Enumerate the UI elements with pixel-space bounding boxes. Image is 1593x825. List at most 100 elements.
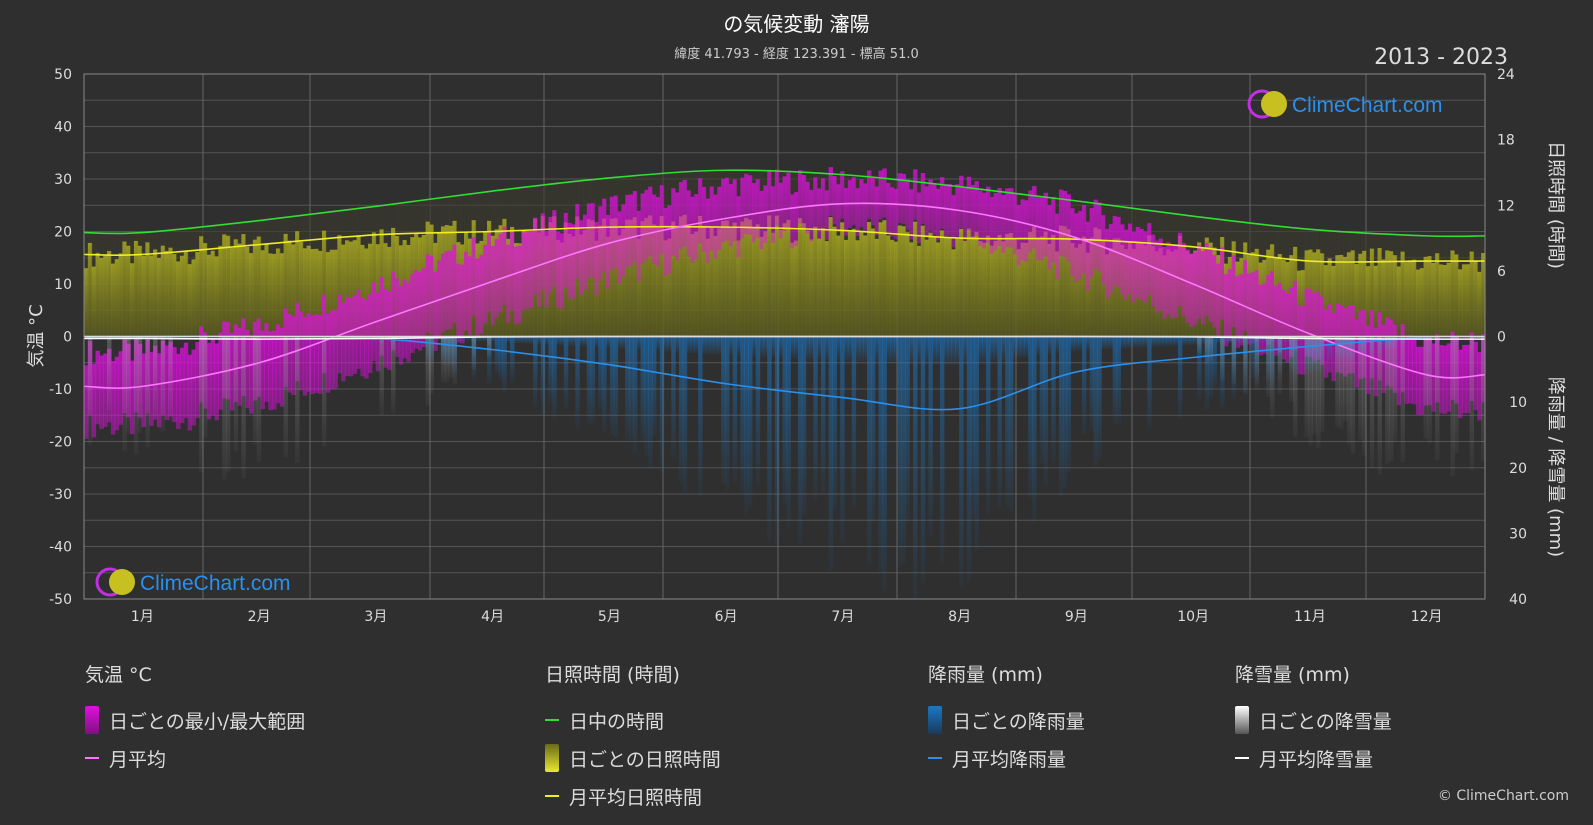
legend-label: 日中の時間 [569, 710, 665, 733]
rain-bar [870, 336, 876, 524]
sunshine-bar [199, 236, 204, 337]
temperature-range-bar [406, 282, 411, 362]
sunshine-bar [1396, 266, 1402, 337]
temperature-range-bar [421, 268, 427, 348]
temperature-range-bar [552, 210, 557, 287]
sunshine-bar [1116, 238, 1121, 337]
sunshine-bar [713, 235, 718, 337]
rain-bar [1177, 336, 1183, 419]
temperature-range-bar [110, 361, 116, 435]
rain-bar [629, 336, 634, 442]
temperature-range-bar [1197, 245, 1202, 319]
temperature-range-bar [897, 173, 903, 224]
logo-sun-icon [109, 569, 135, 595]
line-swatch-icon [85, 757, 99, 759]
temperature-range-bar [375, 292, 381, 372]
temperature-range-bar [1316, 291, 1321, 360]
snow-bar [145, 336, 150, 448]
temperature-range-bar [1415, 346, 1421, 416]
temperature-range-bar [1465, 344, 1471, 414]
temperature-range-bar [797, 170, 803, 224]
temperature-range-bar [444, 251, 450, 330]
temperature-range-bar [1185, 249, 1191, 323]
temperature-range-bar [417, 271, 423, 351]
temperature-range-bar [755, 179, 761, 239]
rain-bar [1216, 336, 1221, 344]
snow-bar [425, 336, 431, 406]
sunshine-bar [252, 239, 258, 337]
snow-bar [1316, 336, 1321, 449]
temperature-range-bar [275, 324, 281, 404]
legend-label: 日ごとの降雨量 [952, 710, 1085, 733]
temperature-range-bar [966, 176, 972, 231]
rain-bar [525, 336, 530, 344]
sunshine-bar [828, 217, 834, 337]
temperature-range-bar [1212, 255, 1217, 328]
sunshine-bar [164, 250, 170, 337]
sunshine-bar [997, 234, 1002, 337]
sunshine-bar [744, 217, 749, 337]
temperature-range-bar [701, 186, 707, 252]
sunshine-bar [636, 238, 642, 337]
rain-bar [636, 336, 642, 350]
y2-tick-label: 18 [1497, 133, 1515, 149]
sunshine-bar [1020, 242, 1025, 337]
snow-bar [1197, 336, 1202, 354]
rain-bar [740, 336, 745, 493]
sunshine-bar [87, 242, 93, 337]
rain-bar [728, 336, 734, 356]
sunshine-bar [1469, 251, 1475, 337]
y3-tick-label: 40 [1509, 592, 1527, 608]
temperature-range-bar [813, 177, 818, 229]
sunshine-bar [890, 239, 895, 337]
y-tick-label: 10 [54, 277, 72, 293]
chart-title: の気候変動 瀋陽 [723, 12, 870, 36]
temperature-range-bar [1097, 202, 1102, 272]
temperature-range-bar [559, 233, 565, 309]
rain-bar [1058, 336, 1064, 497]
watermark-top-right: ClimeChart.com [1247, 89, 1443, 119]
rain-bar [690, 336, 695, 354]
line-swatch-icon [545, 795, 559, 797]
rain-bar [571, 336, 576, 346]
rain-bar [1373, 336, 1379, 339]
temperature-range-bar [778, 182, 784, 239]
sunshine-bar [337, 235, 342, 337]
rain-bar [456, 336, 461, 341]
rain-bar [928, 336, 933, 537]
sunshine-bar [867, 222, 872, 337]
temperature-range-bar [678, 182, 684, 250]
rain-bar [1366, 336, 1371, 339]
temperature-range-bar [1227, 269, 1233, 342]
rain-bar [1135, 336, 1141, 348]
legend-temperature: 気温 °C 日ごとの最小/最大範囲 月平均 [85, 660, 305, 777]
temperature-range-bar [1166, 242, 1171, 315]
snow-bar [87, 336, 93, 446]
temperature-range-bar [671, 188, 676, 257]
snow-bar [1435, 336, 1440, 461]
rain-bar [943, 336, 949, 365]
sunshine-bar [629, 219, 634, 337]
sunshine-bar [698, 215, 703, 337]
y-tick-label: -10 [49, 382, 72, 398]
sunshine-avg-line [83, 225, 1485, 263]
temperature-range-bar [590, 203, 596, 278]
temperature-range-bar [356, 290, 361, 369]
snow-bar [222, 336, 227, 480]
temperature-range-bar [452, 244, 457, 324]
sunshine-bar [84, 268, 89, 337]
temperature-range-bar [667, 205, 672, 274]
sunshine-bar [107, 251, 112, 337]
climate-chart: 50 40 30 20 10 0 -10 -20 -30 -40 -50 24 18 12 6 0 10 20 30… [26, 67, 1566, 625]
temperature-range-bar [1120, 224, 1125, 295]
temperature-range-bar [993, 193, 999, 251]
temperature-range-bar [1396, 336, 1402, 406]
sunshine-bar [728, 227, 734, 337]
sunshine-bar [1062, 226, 1068, 337]
temperature-range-bar [268, 331, 273, 411]
sunshine-bar [364, 248, 369, 337]
legend-label: 日ごとの最小/最大範囲 [109, 710, 306, 733]
sunshine-bar [1070, 243, 1075, 337]
watermark-text: ClimeChart.com [1292, 94, 1443, 117]
sunshine-bar [644, 217, 649, 337]
